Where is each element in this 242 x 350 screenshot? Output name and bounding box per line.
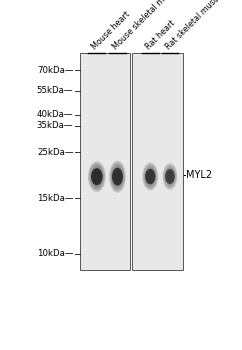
Ellipse shape — [88, 161, 106, 192]
Ellipse shape — [165, 169, 175, 184]
Ellipse shape — [162, 163, 177, 190]
Ellipse shape — [111, 164, 124, 189]
Text: 10kDa—: 10kDa— — [37, 249, 73, 258]
Text: 25kDa—: 25kDa— — [37, 148, 73, 157]
Bar — [80, 53, 130, 270]
Ellipse shape — [163, 164, 177, 189]
Ellipse shape — [92, 168, 102, 185]
Text: Rat heart: Rat heart — [144, 19, 177, 51]
Text: Mouse heart: Mouse heart — [91, 10, 132, 51]
Ellipse shape — [112, 168, 123, 186]
Ellipse shape — [111, 165, 124, 188]
Ellipse shape — [91, 167, 102, 186]
Text: 70kDa—: 70kDa— — [37, 66, 73, 75]
Ellipse shape — [146, 169, 155, 184]
Ellipse shape — [91, 166, 103, 187]
Text: 15kDa—: 15kDa— — [37, 194, 73, 203]
Ellipse shape — [164, 166, 176, 187]
Ellipse shape — [112, 167, 123, 187]
Text: MYL2: MYL2 — [186, 170, 212, 180]
Ellipse shape — [143, 163, 158, 190]
Ellipse shape — [109, 161, 125, 192]
Ellipse shape — [165, 167, 175, 186]
Ellipse shape — [165, 168, 174, 185]
Ellipse shape — [145, 169, 155, 184]
Ellipse shape — [93, 170, 101, 183]
Ellipse shape — [113, 169, 122, 185]
Ellipse shape — [144, 165, 157, 188]
Ellipse shape — [144, 166, 157, 188]
Ellipse shape — [112, 166, 123, 188]
Ellipse shape — [88, 162, 105, 191]
Ellipse shape — [91, 168, 103, 185]
Bar — [132, 53, 183, 270]
Ellipse shape — [92, 169, 101, 184]
Ellipse shape — [113, 168, 122, 186]
Ellipse shape — [90, 164, 104, 189]
Ellipse shape — [89, 163, 105, 190]
Ellipse shape — [165, 168, 175, 186]
Ellipse shape — [110, 162, 125, 191]
Ellipse shape — [143, 164, 157, 189]
Ellipse shape — [89, 164, 104, 190]
Ellipse shape — [144, 166, 156, 187]
Text: 40kDa—: 40kDa— — [37, 110, 73, 119]
Ellipse shape — [164, 165, 176, 188]
Ellipse shape — [142, 162, 158, 191]
Text: Mouse skeletal muscle: Mouse skeletal muscle — [111, 0, 182, 51]
Text: 35kDa—: 35kDa— — [37, 121, 73, 130]
Text: 55kDa—: 55kDa— — [37, 86, 73, 95]
Ellipse shape — [145, 168, 155, 185]
Ellipse shape — [163, 164, 177, 188]
Ellipse shape — [110, 163, 124, 190]
Ellipse shape — [109, 161, 126, 193]
Ellipse shape — [145, 167, 156, 186]
Text: Rat skeletal muscle: Rat skeletal muscle — [164, 0, 226, 51]
Ellipse shape — [91, 166, 103, 188]
